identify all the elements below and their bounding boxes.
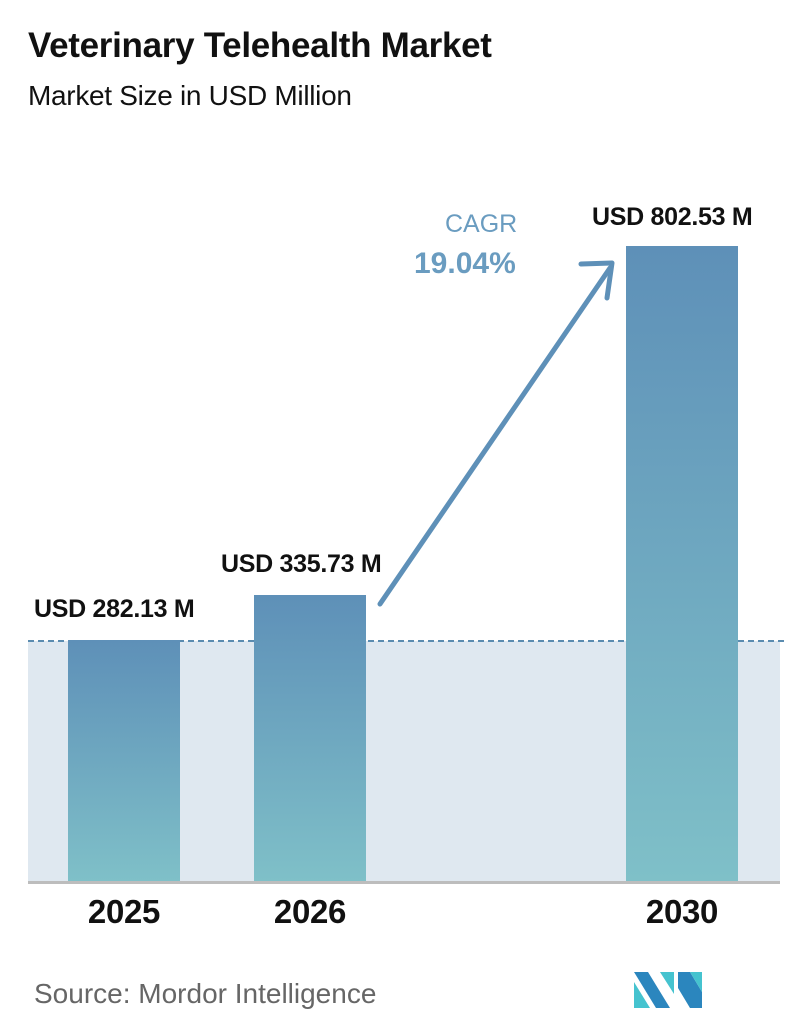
bar-2030 — [626, 246, 738, 882]
reference-dashed-line — [28, 640, 784, 642]
cagr-label: CAGR — [445, 210, 518, 238]
bar-2025 — [68, 640, 180, 882]
bar-2026 — [254, 595, 366, 882]
chart-subtitle: Market Size in USD Million — [28, 80, 352, 111]
value-label-2030: USD 802.53 M — [592, 203, 753, 231]
x-tick-2026: 2026 — [273, 893, 347, 930]
chart-title: Veterinary Telehealth Market — [28, 26, 492, 65]
baseline-axis — [28, 881, 780, 884]
x-tick-2025: 2025 — [87, 893, 161, 930]
value-label-2026: USD 335.73 M — [221, 550, 382, 578]
cagr-value: 19.04% — [414, 247, 516, 280]
value-label-2025: USD 282.13 M — [34, 595, 195, 623]
mordor-intelligence-logo-icon — [634, 972, 702, 1008]
source-text: Source: Mordor Intelligence — [34, 978, 377, 1009]
x-tick-2030: 2030 — [645, 893, 719, 930]
